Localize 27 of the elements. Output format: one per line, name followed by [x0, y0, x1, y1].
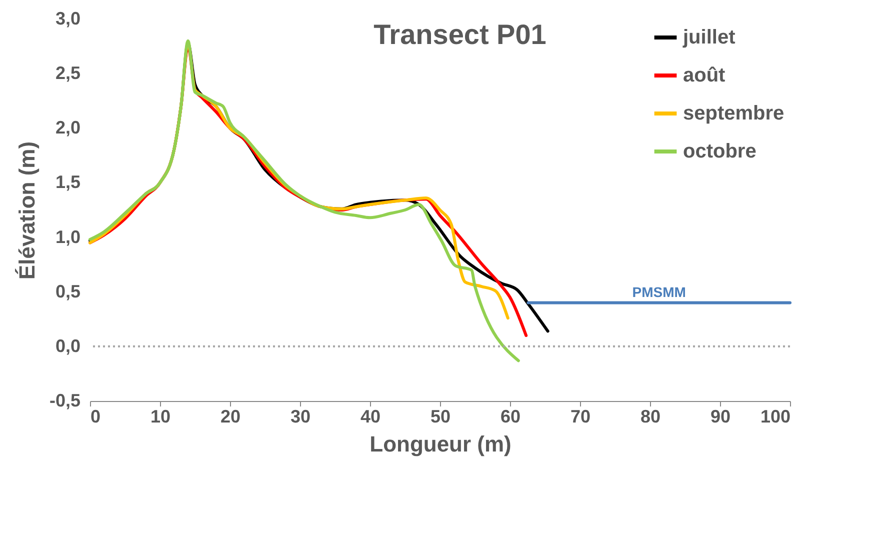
- y-tick-label: 1,0: [55, 226, 80, 247]
- y-axis-title: Élévation (m): [14, 141, 40, 280]
- x-tick-label: 60: [500, 406, 521, 426]
- x-tick-label: 30: [290, 406, 311, 426]
- x-tick-label: 10: [150, 406, 171, 426]
- x-axis-title: Longueur (m): [370, 432, 512, 456]
- series-label: PMSMM: [632, 284, 686, 300]
- legend-label: août: [683, 64, 726, 86]
- y-tick-label: 2,5: [55, 63, 80, 84]
- x-tick-label: 50: [430, 406, 451, 426]
- y-tick-label: 3,0: [55, 8, 80, 28]
- x-tick-label: 0: [90, 406, 101, 426]
- x-tick-label: 70: [570, 406, 591, 426]
- x-tick-label: 20: [220, 406, 241, 426]
- y-tick-label: -0,5: [49, 390, 80, 410]
- y-tick-label: 0,5: [55, 281, 80, 302]
- legend-label: septembre: [683, 102, 784, 124]
- chart-title: Transect P01: [374, 19, 546, 50]
- legend-label: octobre: [683, 140, 756, 162]
- y-tick-label: 1,5: [55, 172, 80, 192]
- y-tick-label: 0,0: [55, 336, 80, 356]
- x-tick-label: 100: [760, 406, 790, 426]
- x-tick-label: 90: [710, 406, 731, 426]
- x-tick-label: 40: [360, 406, 381, 426]
- y-tick-label: 2,0: [55, 118, 80, 138]
- x-tick-label: 80: [640, 406, 661, 426]
- legend-label: juillet: [682, 26, 736, 48]
